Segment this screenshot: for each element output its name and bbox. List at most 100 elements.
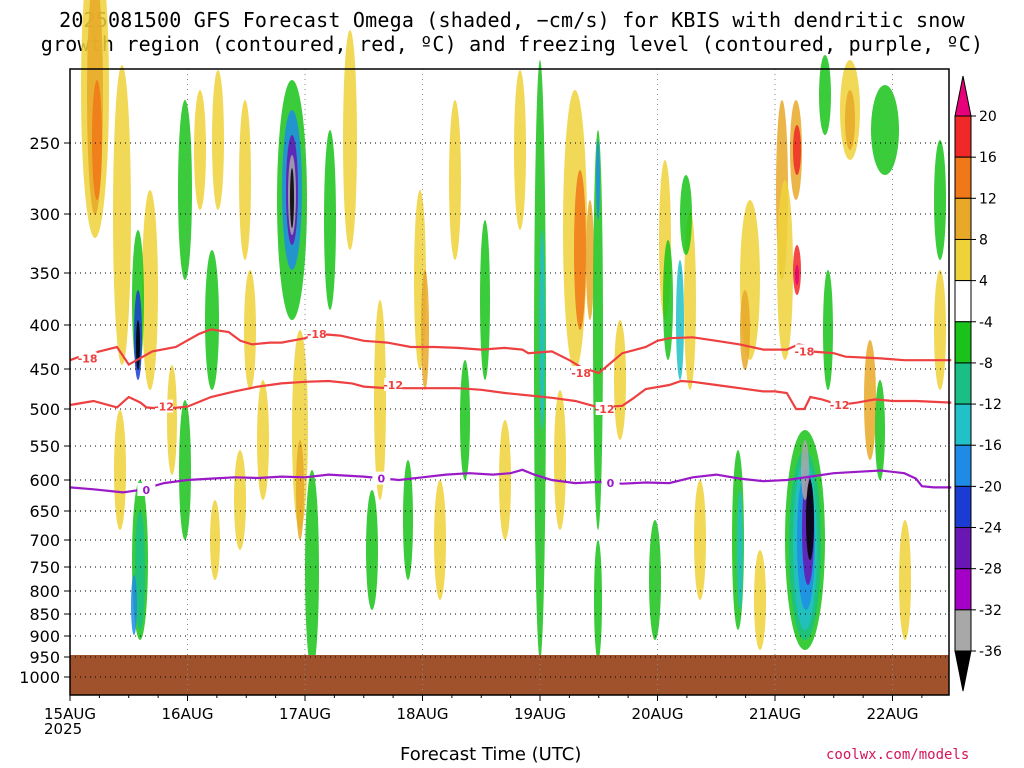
colorbar-bottom-arrow (954, 650, 972, 692)
omega-shade-cell (737, 490, 743, 610)
contour-label: -12 (595, 403, 615, 416)
contour-label-bg (384, 378, 403, 391)
omega-shade-cell (899, 520, 911, 640)
omega-shade-cell (806, 480, 814, 560)
omega-shade-cell (574, 170, 586, 330)
omega-shade-cell (92, 80, 102, 200)
contour-label-bg (830, 398, 849, 411)
omega-shade-cell (296, 440, 304, 540)
omega-shade-cell (374, 300, 386, 500)
omega-shade-cell (142, 190, 158, 390)
y-tick-label: 250 (29, 134, 60, 153)
contour-label-bg (307, 326, 326, 340)
contour-label-bg (137, 482, 156, 496)
x-tick-label: 19AUG (514, 705, 566, 723)
colorbar-box (954, 362, 972, 405)
contour-label-bg (795, 344, 814, 358)
omega-shade-cell (740, 290, 750, 370)
omega-shade-cell (366, 490, 378, 610)
omega-shade-cell (480, 220, 490, 380)
x-tick-label: 22AUG (867, 705, 919, 723)
colorbar-box (954, 485, 972, 529)
omega-shade-cell (449, 100, 461, 260)
axes: 250 300 350 400 450 500 550 600 650 700 750 800 850 9… (19, 68, 950, 723)
y-tick-label: 500 (29, 400, 60, 419)
contour-label: -18 (78, 352, 98, 365)
omega-shade-cell (663, 240, 673, 360)
y-tick-label: 650 (29, 502, 60, 521)
colorbar-box (954, 280, 972, 323)
colorbar-label: -28 (979, 562, 1002, 578)
omega-shade-cell (212, 70, 224, 210)
omega-shade-cell (795, 265, 799, 285)
y-tick-label: 450 (29, 360, 60, 379)
omega-shade-cell (649, 520, 661, 640)
y-tick-label: 600 (29, 471, 60, 490)
colorbar-box (954, 238, 972, 282)
omega-shade-cell (554, 390, 566, 530)
omega-shade-cell (343, 30, 357, 250)
contour-label: -12 (154, 401, 174, 414)
colorbar-label: -12 (979, 397, 1002, 413)
omega-shade-cell (845, 90, 855, 150)
colorbar-label: -16 (979, 438, 1002, 454)
contour-label-bg (372, 471, 391, 485)
omega-shade-cell (205, 250, 219, 390)
omega-shade-cell (113, 65, 131, 365)
y-tick-label: 700 (29, 531, 60, 550)
omega-shade-cell (136, 320, 140, 370)
omega-shade-cell (131, 575, 137, 635)
below-ground-fill (70, 655, 949, 695)
x-tick-label: 15AUG (44, 705, 96, 723)
colorbar-label: -4 (979, 315, 993, 331)
omega-shade-cell (596, 140, 600, 220)
x-tick-label: 18AUG (397, 705, 449, 723)
omega-shade-cell (167, 365, 177, 475)
omega-shade-cell (305, 470, 319, 670)
omega-shade-cell (593, 130, 603, 530)
x-tick-label: 20AUG (632, 705, 684, 723)
omega-shade-cell (676, 260, 684, 380)
colorbar-label: -36 (979, 644, 1002, 660)
colorbar-label: -32 (979, 603, 1002, 619)
omega-shade-cell (875, 380, 885, 480)
omega-shade-cell (114, 410, 126, 530)
contour-line (69, 468, 952, 494)
contour-line (69, 379, 952, 411)
omega-shade-cell (793, 125, 801, 175)
chart-title-line2: growth region (contoured, red, ºC) and f… (40, 32, 984, 56)
y-tick-label: 300 (29, 205, 60, 224)
omega-shade-cell (403, 460, 413, 580)
site-credit-link[interactable]: coolwx.com/models (826, 747, 970, 763)
contour-label: 0 (378, 473, 386, 486)
colorbar-box (954, 527, 972, 570)
x-tick-label: 16AUG (162, 705, 214, 723)
colorbar-label: 20 (979, 109, 997, 125)
omega-shade-cell (257, 380, 269, 500)
omega-shade-cell (460, 360, 470, 480)
contour-label: -18 (571, 367, 591, 380)
x-axis-year-label: 2025 (44, 720, 83, 738)
contour-lines: -18 -18 -18 -18 -12 -12 -12 -12 0 0 0 (69, 326, 952, 497)
contour-label: 0 (607, 477, 615, 490)
colorbar: 20 16 12 8 4 -4 -8 -12 -16 -20 -24 -28 -32 -36 (954, 75, 1002, 692)
omega-shade-cell (324, 130, 336, 310)
colorbar-label: 4 (979, 274, 988, 290)
omega-shade-cell (871, 85, 899, 175)
omega-shade-cell (135, 510, 145, 630)
colorbar-box (954, 444, 972, 487)
y-tick-label: 550 (29, 437, 60, 456)
y-tick-label: 400 (29, 316, 60, 335)
omega-shade-cell (934, 270, 946, 390)
colorbar-label: -8 (979, 356, 993, 372)
omega-shade-cell (179, 400, 191, 540)
contour-label-bg (595, 402, 614, 415)
omega-shade-cell (680, 175, 692, 255)
colorbar-top-arrow (954, 75, 972, 117)
contour-label: -18 (307, 328, 327, 341)
y-tick-label: 750 (29, 558, 60, 577)
contour-label-bg (572, 366, 591, 379)
colorbar-box (954, 403, 972, 446)
colorbar-label: 8 (979, 232, 988, 248)
contour-line (69, 328, 952, 375)
